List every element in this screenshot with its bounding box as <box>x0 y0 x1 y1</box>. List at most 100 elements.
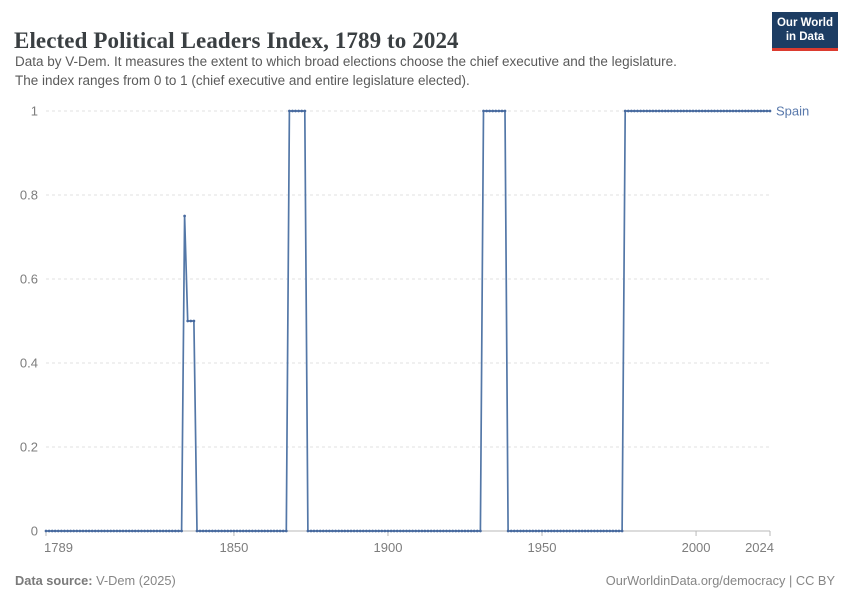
data-point-marker <box>497 109 501 113</box>
data-point-marker <box>272 529 276 533</box>
owid-logo-line2: in Data <box>785 30 825 43</box>
data-point-marker <box>734 109 738 113</box>
data-point-marker <box>377 529 381 533</box>
data-point-marker <box>448 529 451 533</box>
x-axis-label: 2000 <box>682 540 711 555</box>
data-point-marker <box>442 529 445 533</box>
data-point-marker <box>506 529 510 533</box>
data-point-marker <box>204 529 208 533</box>
data-point-marker <box>306 529 310 533</box>
data-point-marker <box>398 529 402 533</box>
data-point-marker <box>549 529 553 533</box>
data-point-marker <box>531 529 535 533</box>
data-point-marker <box>596 529 599 533</box>
data-point-marker <box>389 529 393 533</box>
data-point-marker <box>56 529 60 533</box>
y-axis-label: 0.2 <box>20 440 38 455</box>
data-point-marker <box>457 529 461 533</box>
data-point-marker <box>78 529 82 533</box>
data-point-marker <box>226 529 230 533</box>
data-point-marker <box>44 529 48 533</box>
chart-subtitle-line2: The index ranges from 0 to 1 (chief exec… <box>15 72 470 88</box>
data-point-marker <box>753 109 756 113</box>
data-point-marker <box>460 529 464 533</box>
data-point-marker <box>645 109 649 113</box>
data-point-marker <box>303 109 307 113</box>
data-point-marker <box>660 109 664 113</box>
data-point-marker <box>731 109 735 113</box>
data-point-marker <box>75 529 79 533</box>
credit-link[interactable]: OurWorldinData.org/democracy | CC BY <box>605 573 835 588</box>
data-point-marker <box>765 109 769 113</box>
data-point-marker <box>177 529 180 533</box>
data-point-marker <box>315 529 319 533</box>
data-point-marker <box>503 109 507 113</box>
data-point-marker <box>648 109 652 113</box>
data-point-marker <box>60 529 63 533</box>
data-point-marker <box>676 109 679 113</box>
data-point-marker <box>325 529 328 533</box>
data-point-marker <box>355 529 359 533</box>
data-point-marker <box>365 529 368 533</box>
data-point-marker <box>703 109 707 113</box>
data-point-marker <box>571 529 575 533</box>
data-point-marker <box>516 529 519 533</box>
data-point-marker <box>574 529 578 533</box>
data-point-marker <box>352 529 356 533</box>
x-axis-label: 1789 <box>44 540 73 555</box>
y-axis-label: 0.6 <box>20 272 38 287</box>
data-point-marker <box>368 529 371 533</box>
data-point-marker <box>463 529 467 533</box>
chart-subtitle: Data by V-Dem. It measures the extent to… <box>15 53 795 90</box>
data-point-marker <box>174 529 177 533</box>
owid-logo-line1: Our World <box>776 17 833 29</box>
data-point-marker <box>583 529 587 533</box>
data-point-marker <box>281 529 285 533</box>
y-axis-label: 1 <box>31 104 38 119</box>
chart-footer: Data source: V-Dem (2025) OurWorldinData… <box>15 573 835 588</box>
data-point-marker <box>565 529 569 533</box>
data-point-marker <box>559 529 562 533</box>
data-point-marker <box>488 109 491 113</box>
data-point-marker <box>466 529 470 533</box>
data-point-marker <box>90 529 94 533</box>
data-point-marker <box>475 529 479 533</box>
owid-logo[interactable]: Our World in Data <box>772 12 838 51</box>
series-label-spain[interactable]: Spain <box>776 104 809 119</box>
data-point-marker <box>651 109 655 113</box>
data-point-marker <box>417 529 421 533</box>
data-point-marker <box>626 109 630 113</box>
data-point-marker <box>217 529 220 533</box>
data-point-marker <box>235 529 239 533</box>
y-axis-label: 0.4 <box>20 356 38 371</box>
data-point-marker <box>238 529 242 533</box>
data-point-marker <box>66 529 69 533</box>
data-point-marker <box>106 529 109 533</box>
data-point-marker <box>300 109 304 113</box>
data-point-marker <box>602 529 605 533</box>
data-point-marker <box>192 319 196 323</box>
data-point-marker <box>402 529 405 533</box>
data-point-marker <box>525 529 528 533</box>
x-axis-label: 2024 <box>745 540 774 555</box>
data-point-marker <box>164 529 168 533</box>
data-point-marker <box>744 109 747 113</box>
data-point-marker <box>528 529 532 533</box>
data-point-marker <box>127 529 131 533</box>
data-point-marker <box>343 529 347 533</box>
data-point-marker <box>84 529 88 533</box>
data-point-marker <box>747 109 750 113</box>
data-point-marker <box>577 529 581 533</box>
page-title: Elected Political Leaders Index, 1789 to… <box>14 28 459 54</box>
data-point-marker <box>309 529 313 533</box>
data-point-marker <box>130 529 134 533</box>
data-point-marker <box>263 529 267 533</box>
data-point-marker <box>97 529 100 533</box>
data-point-marker <box>152 529 156 533</box>
data-point-marker <box>103 529 106 533</box>
chart-line-spain[interactable] <box>46 110 770 532</box>
data-point-marker <box>423 529 427 533</box>
data-point-marker <box>143 529 146 533</box>
data-point-marker <box>568 529 572 533</box>
